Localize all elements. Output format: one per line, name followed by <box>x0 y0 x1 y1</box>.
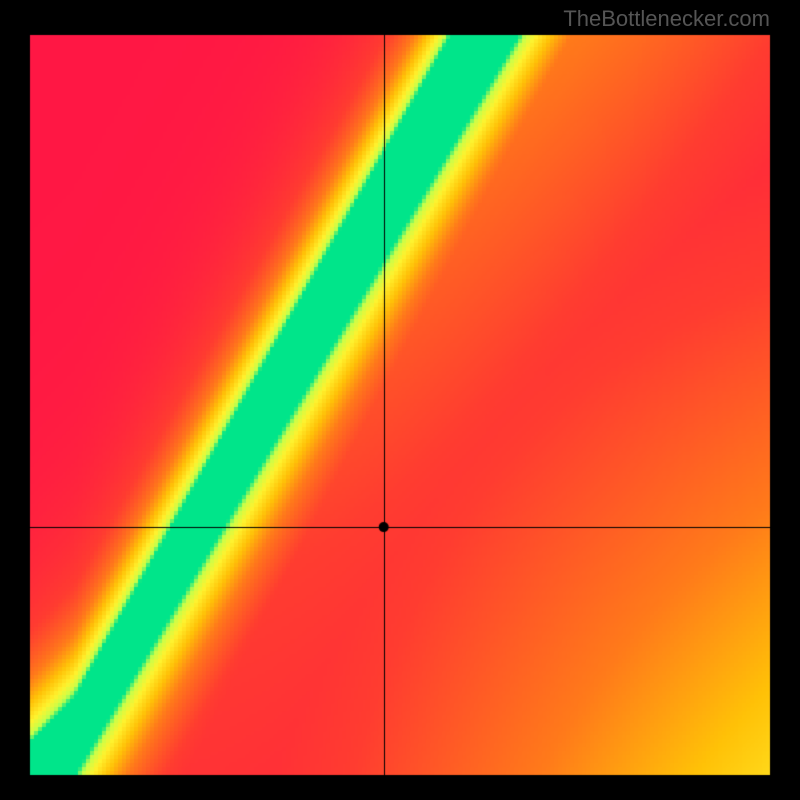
bottleneck-heatmap <box>0 0 800 800</box>
chart-container: TheBottlenecker.com <box>0 0 800 800</box>
watermark-text: TheBottlenecker.com <box>563 6 770 32</box>
